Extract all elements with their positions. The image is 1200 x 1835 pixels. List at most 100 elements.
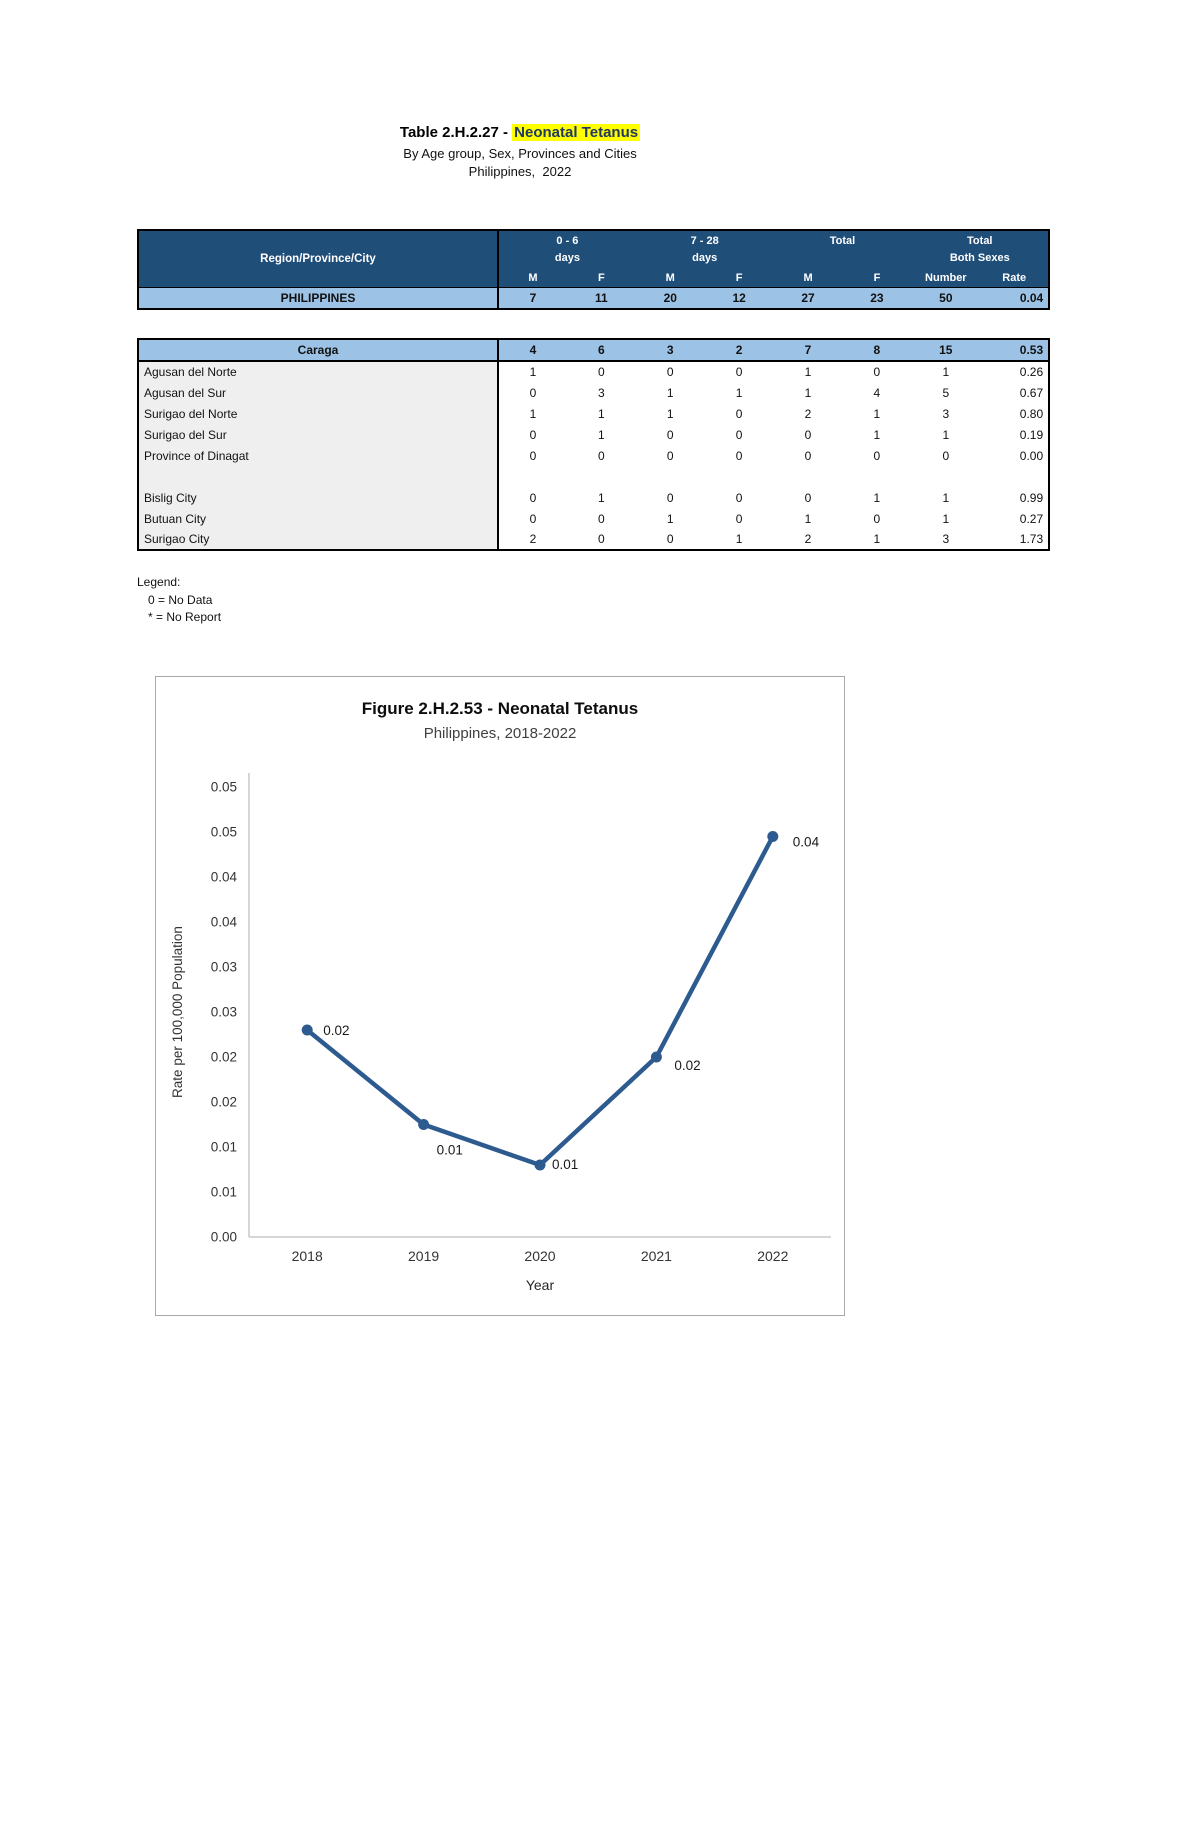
data-cell: 23 bbox=[870, 290, 884, 305]
x-tick-label: 2019 bbox=[408, 1248, 439, 1264]
data-cell: 0.67 bbox=[1019, 385, 1044, 400]
rate-line-series bbox=[304, 834, 776, 1168]
province-city-rows: Agusan del Norte 1 0 0 0 1 0 1 0.26 Agusan del Su… bbox=[138, 361, 1049, 550]
data-cell: 1 bbox=[735, 385, 743, 400]
data-cell: 2 bbox=[804, 406, 812, 421]
data-cell: 0 bbox=[529, 490, 537, 505]
data-cell: 0 bbox=[804, 448, 812, 463]
data-cell: 0.80 bbox=[1019, 406, 1044, 421]
data-cell bbox=[980, 466, 1049, 487]
table-row: Bislig City 0 1 0 0 0 1 1 0.99 bbox=[138, 487, 1049, 508]
caraga-subtotal-row: Caraga 4 6 3 2 7 8 15 0.53 bbox=[138, 339, 1050, 361]
legend-item: 0 = No Data bbox=[148, 592, 213, 607]
table-row: Agusan del Norte 1 0 0 0 1 0 1 0.26 bbox=[138, 361, 1049, 382]
data-cell bbox=[498, 466, 567, 487]
row-label: Surigao City bbox=[138, 529, 499, 550]
table-subtitle-year: Philippines, 2022 bbox=[468, 164, 572, 179]
data-cell: 2 bbox=[735, 343, 743, 357]
data-cell: 0.27 bbox=[1019, 511, 1044, 526]
data-point-label: 0.02 bbox=[674, 1058, 700, 1073]
subcol-header: F bbox=[842, 267, 912, 287]
table-row: PHILIPPINES 7 11 20 12 27 23 50 0.04 bbox=[138, 287, 1050, 309]
row-label: Surigao del Sur bbox=[138, 424, 499, 445]
data-cell: 0 bbox=[597, 511, 605, 526]
table-row: Surigao City 2 0 0 1 2 1 3 1.73 bbox=[138, 529, 1049, 550]
data-cell: 0 bbox=[804, 427, 812, 442]
data-cell: 0 bbox=[597, 532, 605, 546]
data-cell: 11 bbox=[595, 290, 608, 305]
data-cell bbox=[636, 466, 705, 487]
data-cell: 0.19 bbox=[1019, 427, 1044, 442]
data-cell: 0 bbox=[666, 532, 674, 546]
y-tick-label: 0.01 bbox=[211, 1140, 237, 1155]
subcol-header: F bbox=[704, 267, 774, 287]
region-column-header: Region/Province/City bbox=[138, 230, 499, 287]
data-point-label: 0.02 bbox=[323, 1023, 349, 1038]
data-cell: 1 bbox=[666, 385, 674, 400]
subcol-header: Number bbox=[911, 267, 981, 287]
y-tick-label: 0.04 bbox=[211, 915, 238, 930]
figure-title: Figure 2.H.2.53 - Neonatal Tetanus bbox=[361, 699, 639, 718]
data-cell: 27 bbox=[801, 290, 815, 305]
caraga-region-table: Caraga 4 6 3 2 7 8 15 0.53 Agusan del Norte 1 0 0 0 1… bbox=[137, 338, 1051, 551]
y-tick-label: 0.01 bbox=[211, 1185, 237, 1200]
data-cell: 15 bbox=[939, 343, 953, 357]
table-title: Table 2.H.2.27 - Neonatal Tetanus bbox=[15, 124, 1025, 141]
data-cell: 1 bbox=[804, 385, 812, 400]
y-tick-label: 0.05 bbox=[211, 825, 237, 840]
data-cell: 1 bbox=[804, 511, 812, 526]
data-cell: 0 bbox=[666, 490, 674, 505]
x-tick-label: 2021 bbox=[641, 1248, 672, 1264]
data-cell: 1 bbox=[529, 406, 537, 421]
data-cell: 0 bbox=[735, 406, 743, 421]
line-chart: 0.00 0.01 0.01 0.02 0.02 0.03 0.03 0.04 0.04 0.05… bbox=[211, 773, 831, 1264]
x-tick-label: 2018 bbox=[292, 1248, 323, 1264]
data-cell: 3 bbox=[942, 532, 950, 546]
data-cell: 2 bbox=[529, 532, 537, 546]
data-cell: 4 bbox=[873, 385, 881, 400]
table-title-prefix: Table 2.H.2.27 - bbox=[399, 124, 513, 141]
col-group-7-28-days: 7 - 28 days bbox=[635, 230, 774, 267]
data-cell bbox=[842, 466, 911, 487]
data-cell: 1 bbox=[597, 427, 605, 442]
data-cell: 1 bbox=[529, 365, 537, 379]
data-cell bbox=[705, 466, 774, 487]
data-cell: 20 bbox=[663, 290, 677, 305]
data-point-marker bbox=[301, 1024, 313, 1036]
data-cell: 0 bbox=[666, 427, 674, 442]
data-cell: 1 bbox=[735, 532, 743, 546]
philippines-total-row: PHILIPPINES 7 11 20 12 27 23 50 0.04 bbox=[138, 287, 1050, 309]
data-cell: 0 bbox=[597, 448, 605, 463]
data-cell: 1 bbox=[942, 490, 950, 505]
data-cell: 3 bbox=[666, 343, 674, 357]
data-cell: 0.99 bbox=[1019, 490, 1044, 505]
figure-box: Figure 2.H.2.53 - Neonatal Tetanus Phili… bbox=[155, 676, 845, 1316]
data-cell: 0.26 bbox=[1019, 365, 1044, 379]
y-tick-label: 0.00 bbox=[211, 1230, 237, 1245]
data-cell: 1 bbox=[942, 427, 950, 442]
table-row: Caraga 4 6 3 2 7 8 15 0.53 bbox=[138, 339, 1050, 361]
data-cell: 0 bbox=[804, 490, 812, 505]
col-group-0-6-days: 0 - 6 days bbox=[498, 230, 636, 267]
col-group-total: Total bbox=[773, 230, 912, 267]
data-cell: 0 bbox=[735, 427, 743, 442]
data-cell: 1 bbox=[873, 490, 881, 505]
data-cell: 0 bbox=[529, 427, 537, 442]
data-cell: 1 bbox=[873, 406, 881, 421]
data-cell: 12 bbox=[732, 290, 746, 305]
y-tick-label: 0.02 bbox=[211, 1050, 237, 1065]
table-row: Surigao del Norte 1 1 1 0 2 1 3 0.80 bbox=[138, 403, 1049, 424]
data-cell: 1 bbox=[942, 511, 950, 526]
x-axis-label: Year bbox=[525, 1277, 555, 1293]
data-cell: 7 bbox=[804, 343, 812, 357]
data-cell: 2 bbox=[804, 532, 812, 546]
y-tick-label: 0.02 bbox=[211, 1095, 237, 1110]
data-cell: 1 bbox=[597, 490, 605, 505]
row-label: Province of Dinagat bbox=[138, 445, 499, 466]
row-label: Butuan City bbox=[138, 508, 499, 529]
table-subtitle: By Age group, Sex, Provinces and Cities bbox=[403, 146, 637, 161]
data-cell: 1 bbox=[597, 406, 605, 421]
data-cell: 0 bbox=[666, 448, 674, 463]
table-row: Surigao del Sur 0 1 0 0 0 1 1 0.19 bbox=[138, 424, 1049, 445]
